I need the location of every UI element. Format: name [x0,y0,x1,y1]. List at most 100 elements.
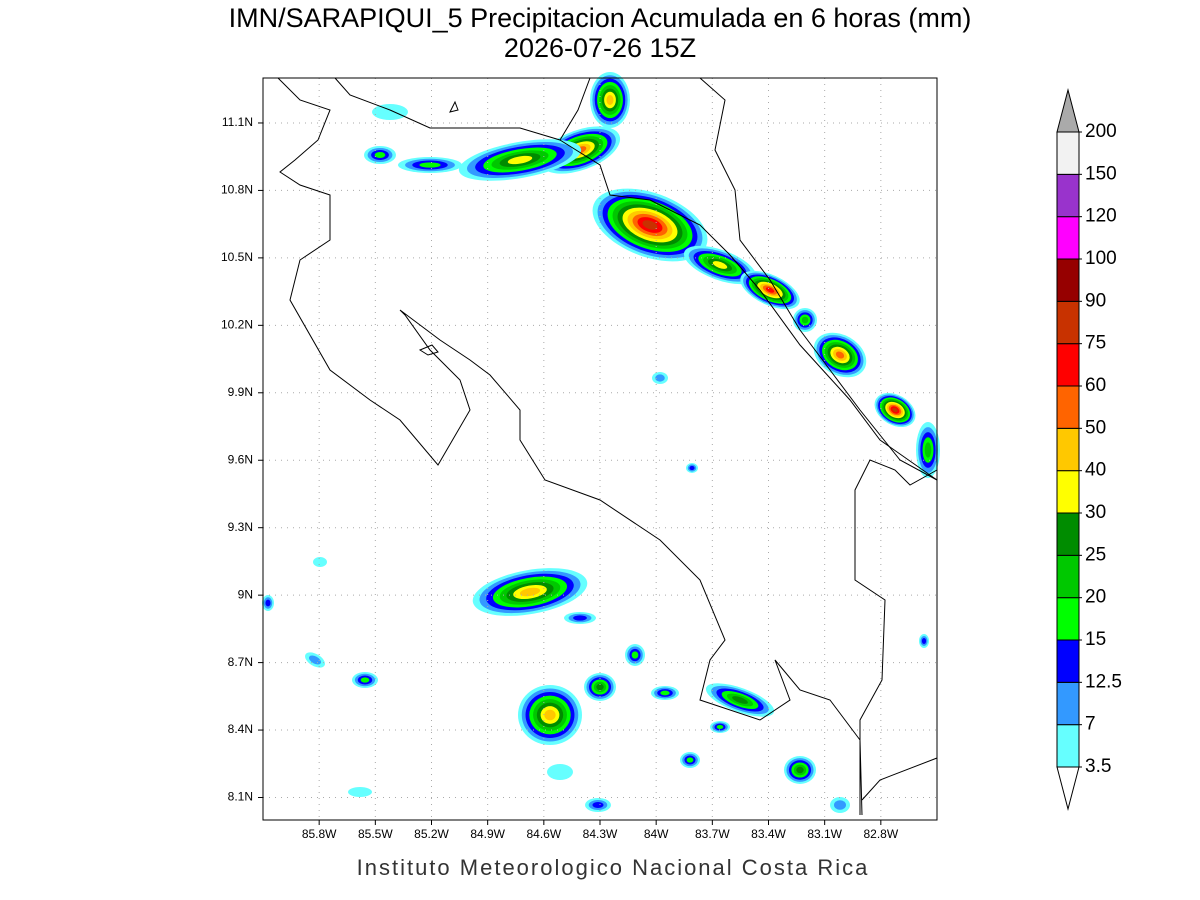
coastlines [277,77,938,816]
colorbar-label: 100 [1085,248,1117,269]
precip-contour [892,407,898,413]
precip-contour [712,261,728,269]
lon-tick-label: 82.8W [863,827,898,841]
lat-tick-label: 10.5N [221,250,253,264]
precip-contour [606,95,614,105]
border [559,139,938,481]
lon-tick-label: 85.5W [358,827,393,841]
precip-contour [796,766,804,774]
colorbar: 3.5 7 12.5 15 20 25 30 40 50 60 75 90 100 120 150 200 [1056,88,1122,811]
precip-contour [507,155,533,165]
lat-tick-label: 10.2N [221,318,253,332]
precip-contour [313,557,327,567]
lon-tick-label: 84.6W [526,827,561,841]
grid: 11.1N 10.8N 10.5N 10.2N 9.9N 9.6N 9.3N 9N 8.7N 8.… [221,78,937,841]
precip-contour [631,651,639,659]
precip-contour [573,615,587,621]
precip-contour [660,690,670,696]
lat-tick-label: 9N [238,587,253,601]
lon-tick-label: 83.1W [807,827,842,841]
colorbar-label: 120 [1085,206,1117,227]
lon-tick-label: 84W [644,827,669,841]
colorbar-band [1056,343,1080,387]
colorbar-label: 75 [1085,333,1106,354]
colorbar-label: 40 [1085,460,1106,481]
lat-tick-label: 11.1N [222,115,253,129]
precip-contour [921,638,927,644]
colorbar-band [1056,470,1080,514]
footer: Instituto Meteorologico Nacional Costa R… [357,855,870,880]
precip-contour [592,802,604,808]
colorbar-label: 30 [1085,502,1106,523]
colorbar-band [1056,385,1080,429]
lake-shore [334,77,591,141]
lat-tick-label: 8.7N [228,655,253,669]
precip-contour [765,287,775,293]
precip-contour [835,351,845,359]
precip-contour [686,757,694,763]
lat-tick-label: 9.9N [228,385,253,399]
precip-contour [732,696,748,704]
precip-contour [924,442,932,458]
precip-contour [547,764,573,780]
colorbar-band [1056,724,1080,768]
colorbar-label: 20 [1085,587,1106,608]
colorbar-label: 60 [1085,375,1106,396]
colorbar-band [1056,131,1080,175]
lat-tick-label: 8.4N [228,722,253,736]
pacific-coast [277,77,863,816]
lat-tick-label: 10.8N [221,183,253,197]
colorbar-label: 150 [1085,163,1117,184]
colorbar-band [1056,300,1080,345]
precip-contour [596,683,604,691]
colorbar-label: 15 [1085,629,1106,650]
colorbar-band [1056,554,1080,599]
colorbar-band [1056,427,1080,472]
lon-tick-label: 84.9W [470,827,505,841]
lon-tick-label: 83.4W [751,827,786,841]
precip-contour [372,104,408,120]
colorbar-band [1056,512,1080,556]
colorbar-band [1056,597,1080,641]
colorbar-label: 25 [1085,544,1106,565]
lat-tick-label: 9.3N [228,520,253,534]
map-subtitle: 2026-07-26 15Z [504,33,696,63]
colorbar-label: 200 [1085,121,1117,142]
precip-contour [834,800,846,810]
precip-contour [801,316,809,324]
colorbar-band [1056,258,1080,302]
lon-tick-label: 85.2W [414,827,449,841]
map-title: IMN/SARAPIQUI_5 Precipitacion Acumulada … [229,3,972,33]
island [449,100,459,113]
colorbar-label: 3.5 [1085,756,1111,777]
lon-tick-label: 83.7W [695,827,730,841]
lon-tick-label: 85.8W [302,827,337,841]
lat-tick-label: 8.1N [228,790,253,804]
colorbar-band [1056,681,1080,726]
colorbar-band [1056,216,1080,260]
precip-contour [544,709,556,721]
lon-tick-label: 84.3W [583,827,618,841]
colorbar-label: 7 [1085,714,1096,735]
colorbar-band [1056,173,1080,218]
precip-contour [374,152,386,158]
precip-contour [519,587,541,597]
colorbar-label: 90 [1085,290,1106,311]
caribbean-coast [699,77,938,481]
colorbar-under [1056,766,1080,811]
precip-contour [265,599,271,607]
precip-contour [716,725,724,729]
precip-contour [360,677,370,683]
panama-south [861,757,938,801]
precip-contour [642,220,658,230]
colorbar-band [1056,639,1080,683]
precip-contour [419,162,441,168]
colorbar-label: 50 [1085,417,1106,438]
precip-contour [655,374,665,382]
lat-tick-label: 9.6N [228,452,253,466]
island [418,344,439,356]
colorbar-label: 12.5 [1085,671,1122,692]
precip-contour [689,465,695,471]
